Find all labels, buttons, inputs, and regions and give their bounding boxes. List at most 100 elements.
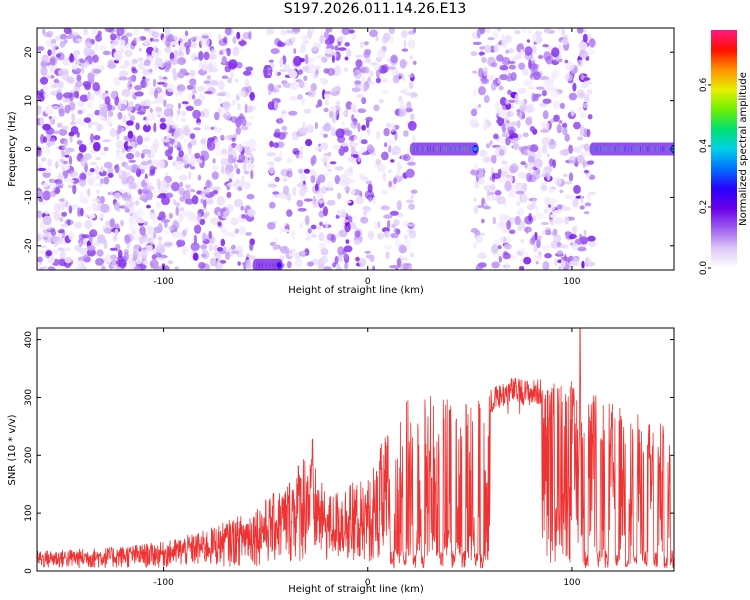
spectrogram-blob bbox=[537, 235, 542, 241]
spectrogram-blob bbox=[37, 234, 41, 242]
spectrogram-blob bbox=[224, 231, 232, 237]
spectrogram-blob bbox=[204, 37, 210, 47]
spectrogram-blob bbox=[554, 258, 558, 267]
spectrogram-blob bbox=[159, 117, 166, 123]
spectrogram-blob bbox=[92, 198, 101, 203]
spectrogram-blob bbox=[499, 110, 508, 119]
spectrogram-blob bbox=[109, 247, 118, 251]
spectrogram-blob bbox=[507, 60, 516, 65]
spectrogram-blob bbox=[586, 88, 593, 95]
spectrogram-blob bbox=[364, 190, 375, 200]
spectrogram-blob bbox=[532, 93, 539, 102]
spectrogram-blob bbox=[244, 78, 250, 88]
spectrogram-blob bbox=[361, 97, 367, 105]
spectrogram-blob bbox=[58, 128, 68, 136]
spectrogram-blob bbox=[213, 251, 221, 256]
spectrogram-blob bbox=[144, 40, 149, 46]
spectrogram-blob bbox=[37, 250, 45, 254]
colorbar-bar bbox=[711, 30, 737, 268]
spectrogram-blob bbox=[146, 204, 151, 209]
spectrogram-blob bbox=[137, 188, 143, 195]
spectrogram-blob bbox=[167, 260, 174, 265]
spectrogram-blob bbox=[472, 70, 478, 74]
spectrogram-blob bbox=[514, 93, 519, 104]
spectrogram-blob bbox=[184, 184, 191, 189]
spectrogram-blob bbox=[302, 35, 308, 40]
spectrogram-blob bbox=[528, 29, 532, 34]
spectrogram-blob bbox=[299, 222, 304, 229]
spectrogram-blob bbox=[296, 199, 304, 208]
spectrogram-blob bbox=[125, 32, 133, 37]
spectrogram-blob bbox=[245, 231, 253, 236]
spectrogram-blob bbox=[482, 121, 488, 132]
spectrogram-blob bbox=[76, 117, 81, 126]
spectrogram-blob bbox=[216, 247, 224, 252]
snr-x-axis-label: Height of straight line (km) bbox=[288, 584, 424, 595]
spectrogram-blob bbox=[112, 234, 118, 242]
spectrogram-blob bbox=[224, 169, 230, 175]
spectrogram-blob bbox=[375, 131, 381, 140]
spectrogram-blob bbox=[529, 64, 539, 73]
spectrogram-blob bbox=[410, 252, 414, 258]
spectrogram-blob bbox=[478, 67, 484, 78]
spectrogram-blob bbox=[75, 80, 83, 88]
spectrogram-blob bbox=[541, 221, 549, 226]
spectrogram-blob bbox=[501, 160, 508, 165]
spectrogram-blob bbox=[151, 159, 162, 168]
spectrogram-blob bbox=[393, 219, 400, 226]
spectrogram-blob bbox=[350, 103, 357, 111]
spectrogram-blob bbox=[286, 209, 293, 217]
spectrogram-blob bbox=[44, 105, 54, 115]
spectrogram-blob bbox=[512, 137, 520, 141]
spectrogram-blob bbox=[68, 29, 73, 35]
spectrogram-blob bbox=[278, 117, 283, 124]
spectrogram-blob bbox=[519, 146, 523, 152]
spectrogram-blob bbox=[479, 149, 488, 157]
spectrogram-blob bbox=[93, 141, 101, 152]
spectrogram-blob bbox=[116, 151, 125, 161]
spectrogram-blob bbox=[297, 207, 307, 212]
spectrogram-blob bbox=[37, 191, 44, 198]
spectrogram-blob bbox=[528, 59, 532, 70]
spectrogram-blob bbox=[317, 99, 323, 108]
spectrogram-blob bbox=[324, 90, 332, 95]
spectrogram-blob bbox=[118, 70, 129, 77]
spectrogram-blob bbox=[413, 28, 417, 34]
spectrogram-blob bbox=[217, 34, 222, 40]
spectrogram-blob bbox=[497, 245, 502, 250]
spectrogram-blob bbox=[507, 89, 512, 95]
spectrogram-blob bbox=[151, 31, 160, 39]
spectrogram-blob bbox=[63, 247, 72, 251]
spectrogram-blob bbox=[128, 225, 138, 231]
spectrogram-blob bbox=[329, 161, 337, 165]
spectrogram-blob bbox=[309, 169, 316, 176]
spectrogram-blob bbox=[353, 135, 358, 141]
spectrogram-blob bbox=[481, 218, 485, 224]
spectrogram-blob bbox=[43, 91, 49, 99]
spectrogram-blob bbox=[211, 186, 221, 191]
spectrogram-blob bbox=[559, 102, 566, 109]
spectrogram-blob bbox=[73, 91, 80, 98]
spectrogram-blob bbox=[223, 36, 228, 44]
spectrogram-blob bbox=[470, 118, 478, 128]
spectrogram-blob bbox=[111, 257, 117, 268]
spectrogram-blob bbox=[84, 42, 93, 48]
spectrogram-blob bbox=[475, 235, 483, 244]
spectrogram-blob bbox=[551, 68, 560, 79]
spectrogram-blob bbox=[273, 100, 278, 110]
spectrogram-blob bbox=[150, 209, 155, 214]
spectrogram-blob bbox=[89, 229, 98, 238]
spectrogram-blob bbox=[126, 176, 135, 184]
spectrogram-blob bbox=[336, 263, 341, 270]
spectrogram-blob bbox=[195, 122, 205, 126]
spectrogram-blob bbox=[221, 165, 225, 174]
spectrogram-blob bbox=[220, 238, 226, 247]
spectrogram-blob bbox=[164, 149, 171, 157]
spectrogram-blob bbox=[44, 147, 51, 155]
spectrogram-blob bbox=[541, 244, 551, 251]
spectrogram-blob bbox=[188, 149, 192, 155]
spectrogram-blob bbox=[391, 145, 401, 155]
spectrogram-blob bbox=[227, 77, 233, 84]
spectrogram-blob bbox=[351, 87, 361, 93]
spectrogram-blob bbox=[577, 136, 584, 141]
